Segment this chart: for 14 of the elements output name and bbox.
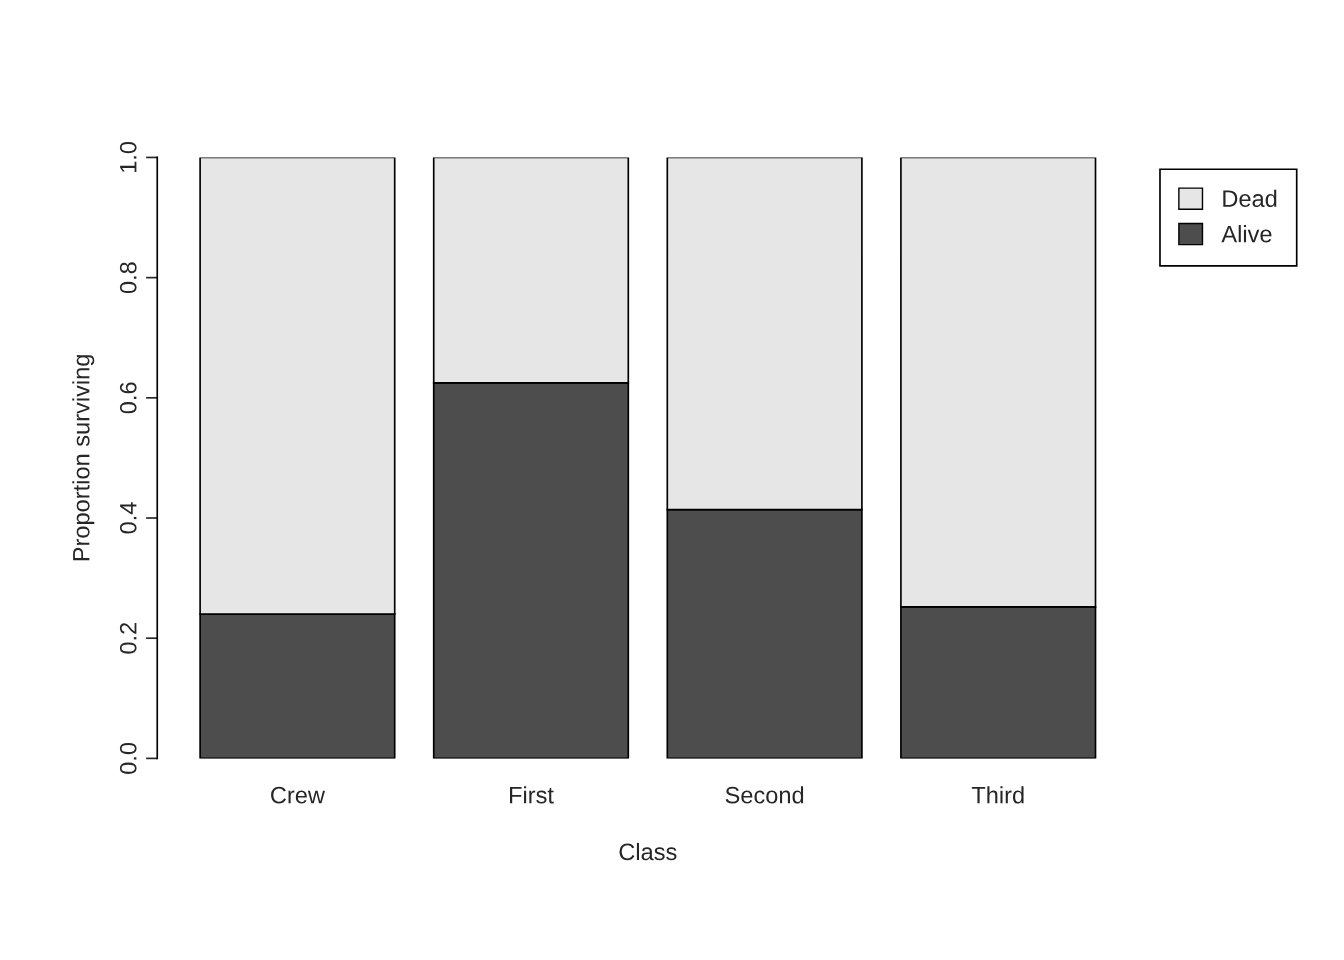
y-axis-title: Proportion surviving xyxy=(72,355,95,561)
y-tick-label: 0.6 xyxy=(119,382,137,414)
y-tick-label: 0.0 xyxy=(119,742,137,774)
y-tick-label: 1.0 xyxy=(119,141,137,173)
x-tick-label: Third xyxy=(971,786,1024,804)
x-axis-title: Class xyxy=(619,842,677,861)
y-tick-label: 0.8 xyxy=(119,262,137,294)
x-tick-label: Crew xyxy=(271,786,326,804)
y-tick-label: 0.2 xyxy=(119,622,137,654)
x-tick-label: Second xyxy=(725,786,804,804)
legend-label: Dead xyxy=(1223,189,1277,208)
legend-label: Alive xyxy=(1221,225,1272,243)
y-tick-label: 0.4 xyxy=(119,502,137,534)
x-tick-label: First xyxy=(510,786,554,804)
